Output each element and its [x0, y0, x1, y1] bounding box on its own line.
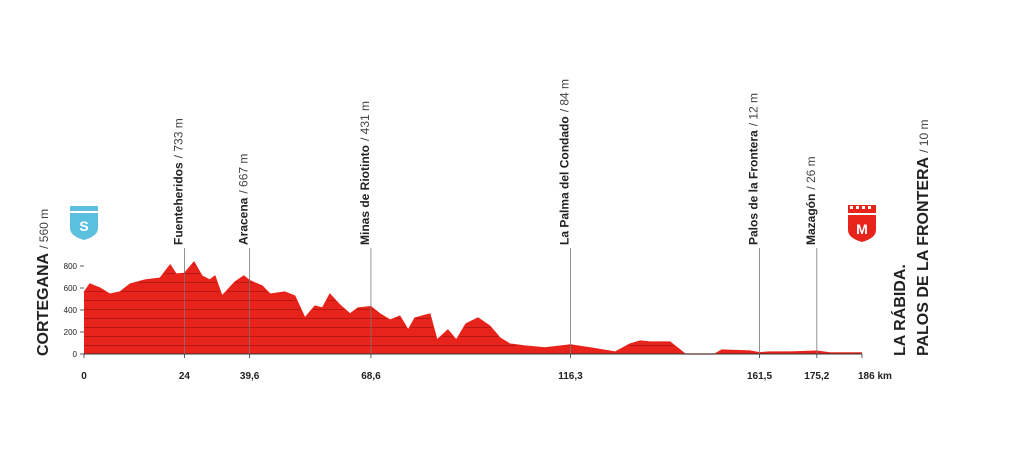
start-elevation: / 560 m: [37, 209, 51, 249]
x-tick-label: 161,5: [747, 371, 772, 382]
finish-icon: [848, 205, 876, 242]
finish-elevation: / 10 m: [917, 120, 931, 153]
waypoint-label: Minas de Riotinto / 431 m: [358, 101, 372, 245]
waypoint-elevation: / 26 m: [804, 156, 818, 189]
x-tick-label: 0: [81, 371, 87, 382]
y-tick-label: 400: [64, 306, 78, 315]
waypoint-elevation: / 431 m: [358, 101, 372, 141]
waypoint-label: Aracena / 667 m: [237, 154, 251, 245]
waypoint-label: Fuenteheridos / 733 m: [171, 118, 185, 245]
waypoint-elevation: / 84 m: [557, 79, 571, 112]
waypoint-name: Mazagón: [804, 194, 818, 245]
elevation-fill: [84, 262, 862, 354]
waypoint-name: Fuenteheridos: [171, 162, 185, 245]
waypoint-label: Mazagón / 26 m: [804, 156, 818, 245]
waypoint-label: La Palma del Condado / 84 m: [557, 79, 571, 245]
finish-name: PALOS DE LA FRONTERA: [915, 156, 932, 356]
y-tick-label: 0: [73, 350, 78, 359]
finish-name: LA RÁBIDA.: [890, 264, 909, 356]
finish-label: LA RÁBIDA.: [890, 264, 909, 356]
start-icon-letter: S: [79, 218, 88, 234]
finish-label: PALOS DE LA FRONTERA / 10 m: [915, 120, 932, 356]
x-tick-label: 24: [179, 371, 191, 382]
waypoint-elevation: / 667 m: [237, 154, 251, 194]
x-tick-label: 186 km: [858, 371, 892, 382]
start-icon: [70, 206, 98, 240]
start-name: CORTEGANA: [35, 252, 52, 356]
x-tick-label: 39,6: [240, 371, 260, 382]
waypoint-elevation: / 733 m: [171, 118, 185, 158]
elevation-profile: [83, 260, 862, 355]
waypoint-name: Palos de la Frontera: [747, 130, 761, 245]
waypoint-name: Aracena: [237, 197, 251, 245]
y-tick-label: 800: [64, 262, 78, 271]
waypoint-label: Palos de la Frontera / 12 m: [747, 93, 761, 245]
x-tick-label: 68,6: [361, 371, 381, 382]
waypoint-elevation: / 12 m: [747, 93, 761, 126]
y-tick-label: 600: [64, 284, 78, 293]
start-label: CORTEGANA / 560 m: [35, 209, 52, 356]
x-tick-label: 175,2: [804, 371, 829, 382]
waypoint-name: Minas de Riotinto: [358, 145, 372, 245]
x-tick-label: 116,3: [558, 371, 583, 382]
waypoint-name: La Palma del Condado: [557, 116, 571, 245]
finish-icon-letter: M: [856, 221, 868, 237]
y-tick-label: 200: [64, 328, 78, 337]
